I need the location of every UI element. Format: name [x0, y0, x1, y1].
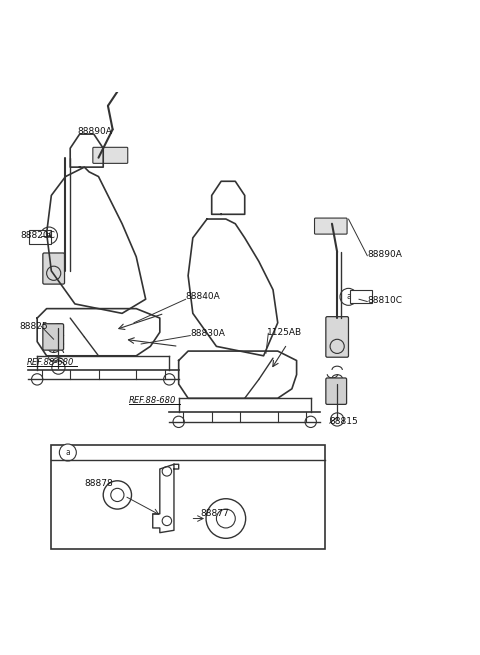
Text: REF.88-680: REF.88-680	[27, 358, 74, 367]
Text: 88890A: 88890A	[77, 127, 112, 136]
FancyBboxPatch shape	[314, 218, 347, 234]
Text: a: a	[346, 292, 351, 301]
Text: 1125AB: 1125AB	[267, 328, 302, 337]
Bar	[51, 445, 325, 549]
FancyBboxPatch shape	[29, 230, 51, 244]
FancyBboxPatch shape	[43, 253, 64, 284]
FancyBboxPatch shape	[326, 316, 348, 357]
Circle shape	[340, 288, 357, 305]
Circle shape	[60, 444, 76, 461]
FancyBboxPatch shape	[350, 290, 372, 303]
Circle shape	[40, 227, 58, 244]
Text: 88820C: 88820C	[21, 231, 56, 240]
Text: 88840A: 88840A	[186, 292, 220, 301]
Text: a: a	[47, 231, 51, 240]
Text: 88825: 88825	[20, 322, 48, 331]
FancyBboxPatch shape	[43, 324, 63, 350]
Text: REF.88-680: REF.88-680	[129, 396, 177, 405]
FancyBboxPatch shape	[326, 378, 347, 404]
Text: a: a	[65, 448, 70, 457]
Text: 88877: 88877	[200, 510, 228, 518]
Text: 88810C: 88810C	[367, 295, 402, 305]
Text: 88878: 88878	[84, 479, 113, 488]
FancyBboxPatch shape	[93, 147, 128, 163]
Text: 88890A: 88890A	[367, 250, 402, 259]
Text: 88830A: 88830A	[191, 329, 225, 338]
Text: 88815: 88815	[330, 417, 359, 426]
